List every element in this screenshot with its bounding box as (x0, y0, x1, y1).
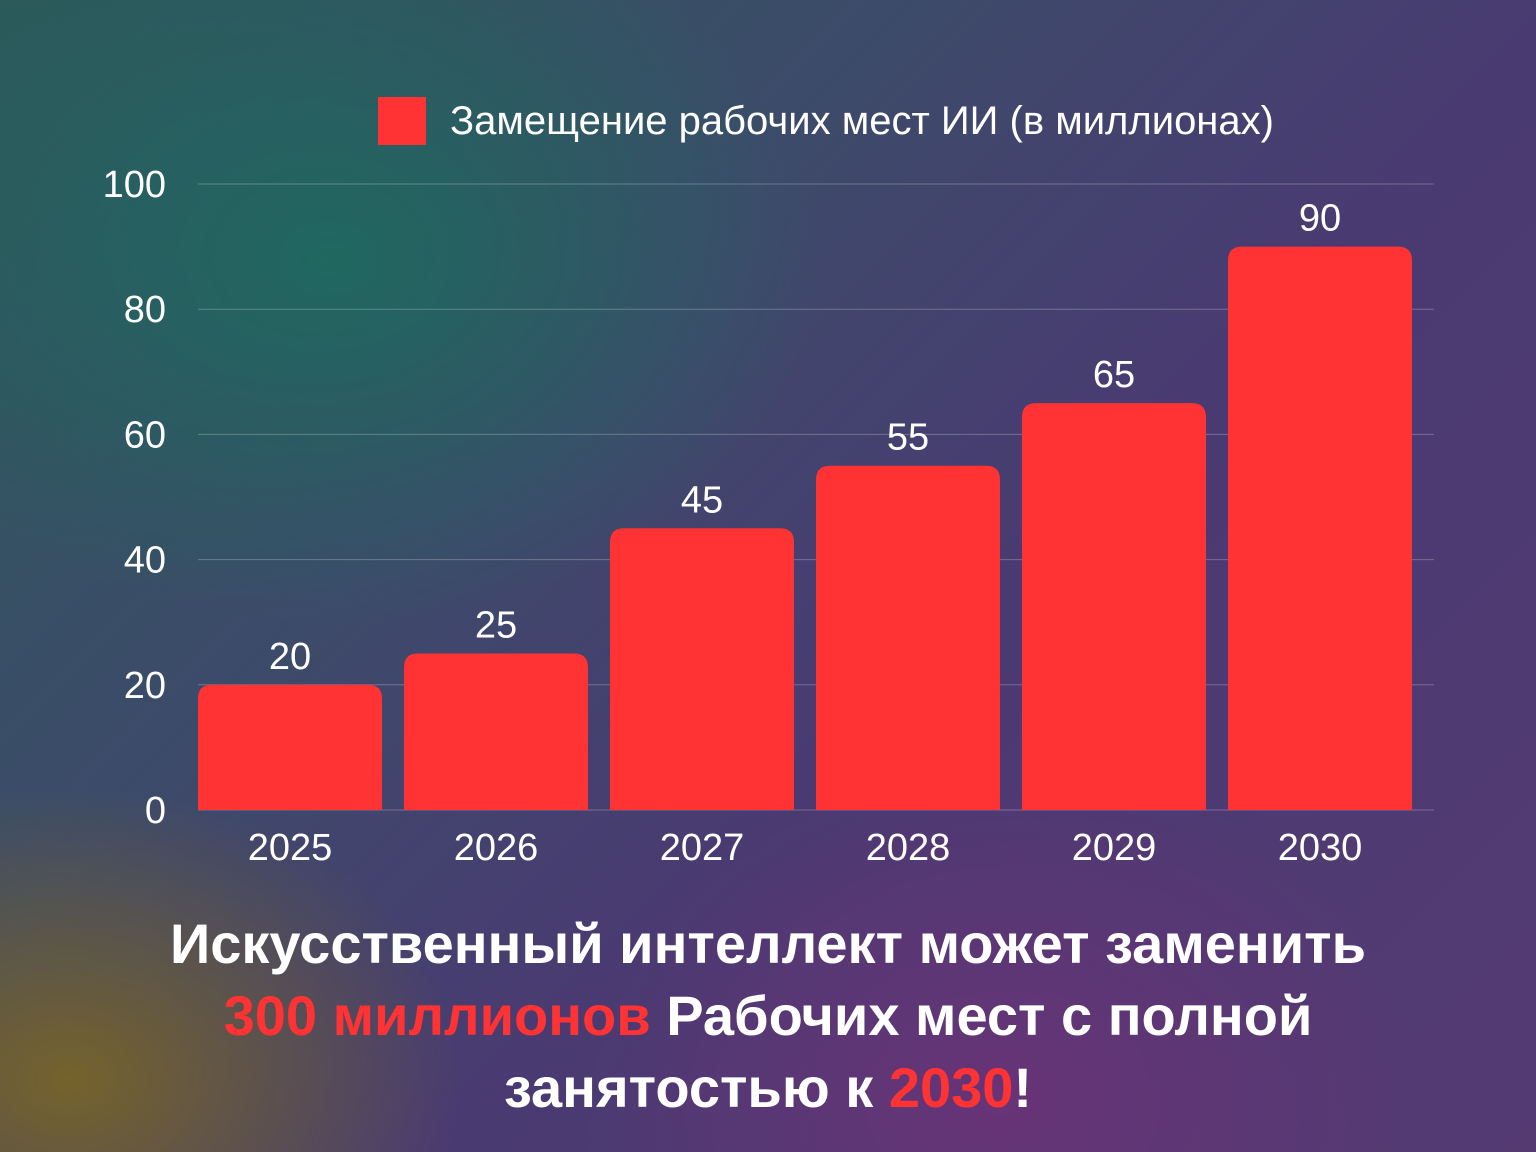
x-tick-label: 2026 (454, 827, 539, 869)
headline-line-1: Искусственный интеллект может заменить (170, 912, 1366, 975)
y-tick-label: 40 (124, 540, 166, 582)
data-label: 20 (269, 636, 311, 678)
bar (1228, 246, 1412, 811)
bar (198, 684, 382, 810)
headline-line-2: 300 миллионов Рабочих мест с полной (0, 980, 1536, 1052)
data-label: 55 (887, 417, 929, 459)
headline-line-3-start: занятостью к (503, 1056, 889, 1119)
bar (816, 465, 1000, 810)
chart-legend: Замещение рабочих мест ИИ (в миллионах) (378, 96, 1274, 146)
y-tick-label: 60 (124, 414, 166, 456)
data-label: 45 (681, 479, 723, 521)
y-tick-label: 0 (145, 790, 166, 832)
headline-line-3: занятостью к 2030! (0, 1052, 1536, 1124)
y-tick-label: 20 (124, 665, 166, 707)
data-label: 90 (1299, 198, 1341, 240)
bar (1022, 403, 1206, 810)
x-tick-label: 2027 (660, 827, 745, 869)
data-label: 65 (1093, 354, 1135, 396)
x-tick-label: 2030 (1278, 827, 1363, 869)
legend-swatch (378, 97, 426, 145)
y-tick-label: 80 (124, 289, 166, 331)
headline-line-3-end: ! (1013, 1056, 1033, 1119)
headline-line-2-rest: Рабочих мест с полной (650, 984, 1313, 1047)
y-tick-label: 100 (103, 164, 166, 206)
bar (404, 653, 588, 810)
headline: Искусственный интеллект может заменить 3… (0, 908, 1536, 1124)
headline-highlight-year: 2030 (888, 1056, 1014, 1119)
x-tick-label: 2028 (866, 827, 951, 869)
bar-chart: 0 20 40 60 80 100 20 2025 25 2026 45 2027 55 2028 65 20… (103, 164, 1412, 869)
headline-highlight-count: 300 миллионов (223, 984, 651, 1047)
bar (610, 528, 794, 810)
legend-label: Замещение рабочих мест ИИ (в миллионах) (450, 98, 1274, 143)
x-tick-label: 2025 (248, 827, 333, 869)
data-label: 25 (475, 605, 517, 647)
x-tick-label: 2029 (1072, 827, 1157, 869)
